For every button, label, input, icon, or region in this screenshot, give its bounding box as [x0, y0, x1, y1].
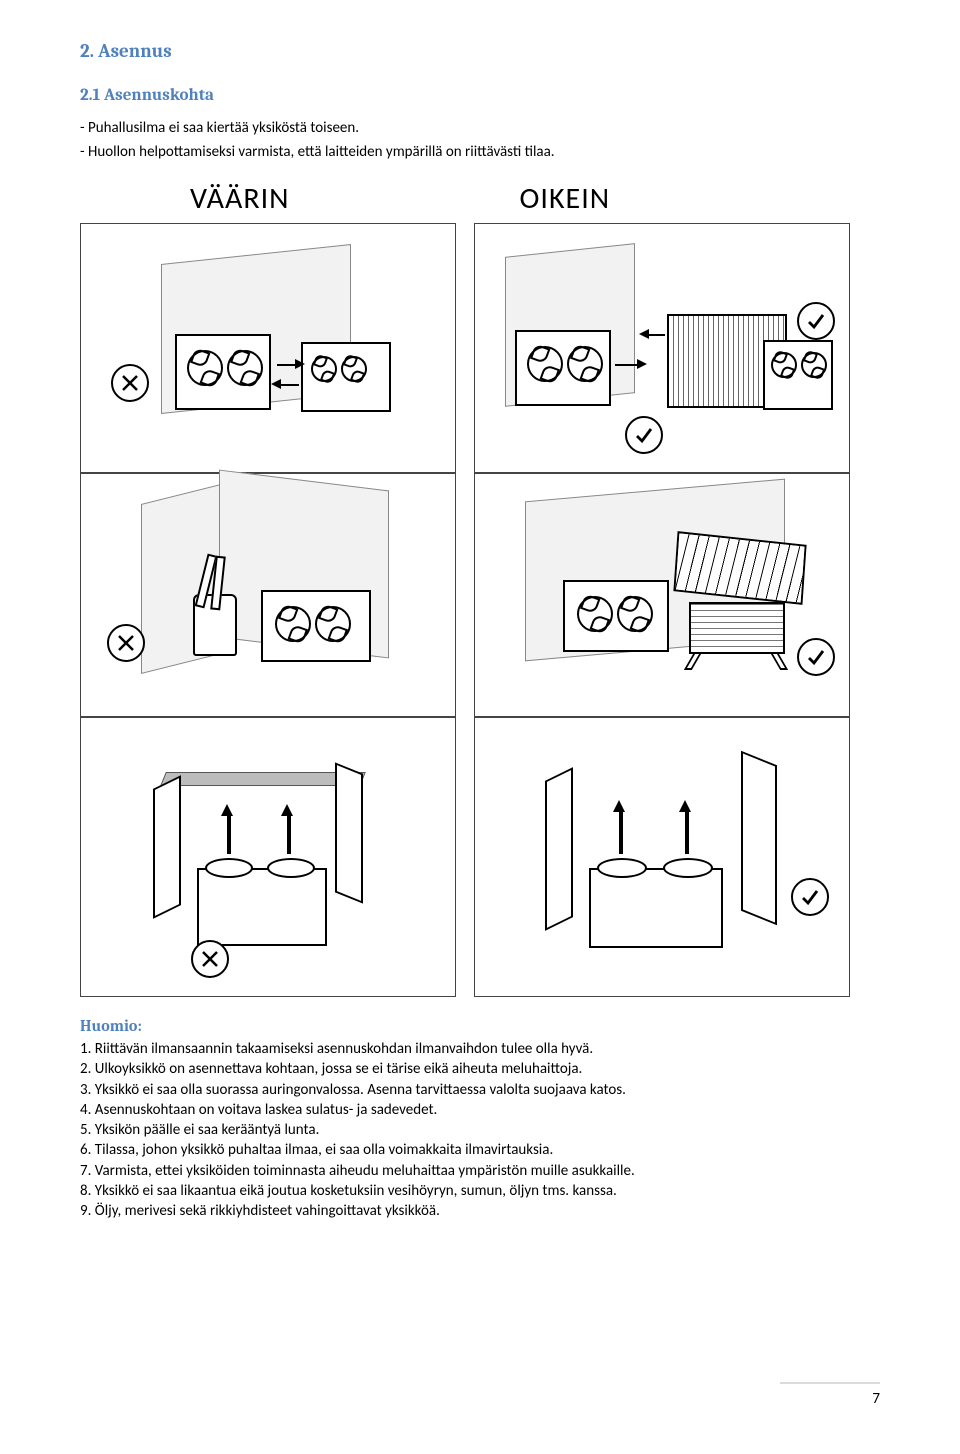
section-heading: 2. Asennus: [80, 40, 880, 62]
diagram-cell-r3c2: [474, 717, 850, 997]
diagram-cell-r1c1: [80, 223, 456, 473]
list-item: 6. Tilassa, johon yksikkö puhaltaa ilmaa…: [80, 1140, 880, 1160]
check-mark-icon: [625, 416, 663, 454]
huomio-list: 1. Riittävän ilmansaannin takaamiseksi a…: [80, 1039, 880, 1221]
subsection-heading: 2.1 Asennuskohta: [80, 86, 880, 105]
check-mark-icon: [797, 302, 835, 340]
list-item: 3. Yksikkö ei saa olla suorassa auringon…: [80, 1080, 880, 1100]
huomio-heading: Huomio:: [80, 1017, 880, 1035]
list-item: 9. Öljy, merivesi sekä rikkiyhdisteet va…: [80, 1201, 880, 1221]
diagram-cell-r2c2: [474, 473, 850, 717]
bullet-item: - Puhallusilma ei saa kiertää yksiköstä …: [80, 119, 880, 139]
list-item: 5. Yksikön päälle ei saa kerääntyä lunta…: [80, 1120, 880, 1140]
diagram-cell-r3c1: [80, 717, 456, 997]
check-mark-icon: [791, 878, 829, 916]
wrong-label: VÄÄRIN: [190, 180, 290, 217]
list-item: 8. Yksikkö ei saa likaantua eikä joutua …: [80, 1181, 880, 1201]
list-item: 1. Riittävän ilmansaannin takaamiseksi a…: [80, 1039, 880, 1059]
page-number: 7: [872, 1390, 880, 1408]
right-label: OIKEIN: [520, 180, 611, 217]
check-mark-icon: [797, 638, 835, 676]
wrong-mark-icon: [107, 624, 145, 662]
list-item: 2. Ulkoyksikkö on asennettava kohtaan, j…: [80, 1059, 880, 1079]
diagram-cell-r1c2: [474, 223, 850, 473]
bullet-item: - Huollon helpottamiseksi varmista, että…: [80, 143, 880, 163]
footer-line: [780, 1382, 880, 1384]
wrong-mark-icon: [111, 364, 149, 402]
list-item: 7. Varmista, ettei yksiköiden toiminnast…: [80, 1161, 880, 1181]
list-item: 4. Asennuskohtaan on voitava laskea sula…: [80, 1100, 880, 1120]
diagram-grid: [80, 223, 850, 997]
wrong-mark-icon: [191, 940, 229, 978]
column-labels: VÄÄRIN OIKEIN: [80, 180, 880, 217]
diagram-cell-r2c1: [80, 473, 456, 717]
